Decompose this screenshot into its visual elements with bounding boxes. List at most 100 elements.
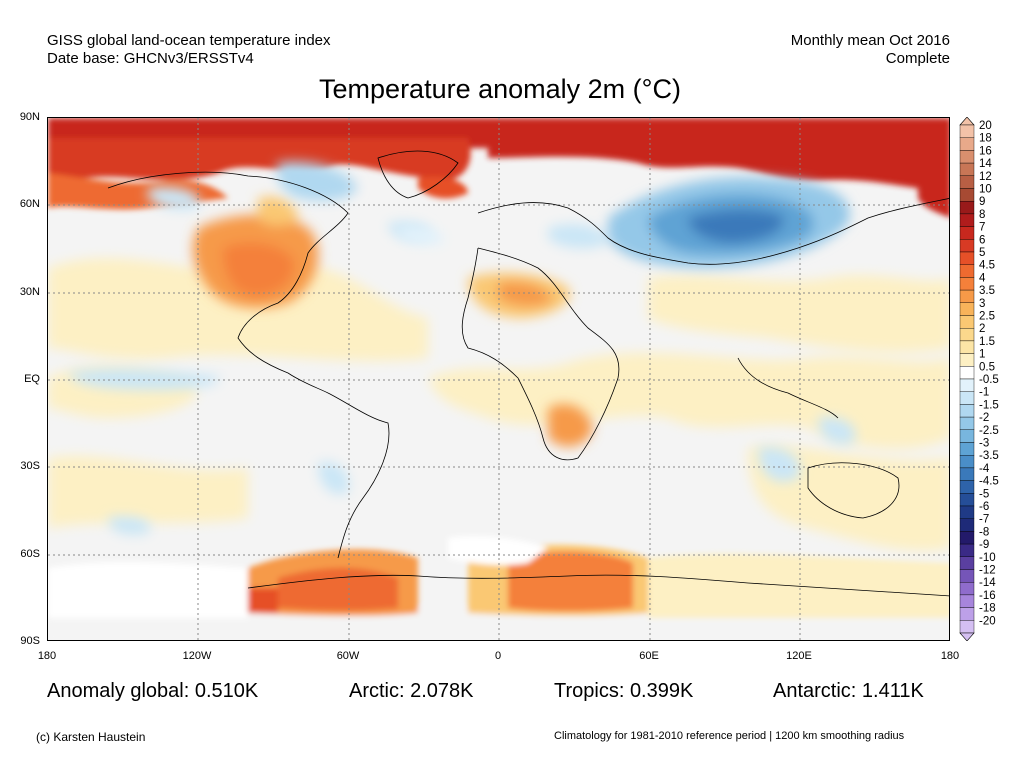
colorbar-swatch xyxy=(959,582,975,596)
colorbar-swatch xyxy=(959,315,975,329)
colorbar-label: -3 xyxy=(979,438,989,450)
colorbar-swatch xyxy=(959,327,975,342)
colorbar-swatch xyxy=(959,505,975,519)
colorbar-label: 6 xyxy=(979,234,985,246)
colorbar-swatch xyxy=(959,124,975,138)
colorbar-swatch xyxy=(959,277,975,291)
colorbar-label: 9 xyxy=(979,196,985,208)
colorbar-label: 2.5 xyxy=(979,311,995,323)
canada-cool xyxy=(148,161,431,240)
lon-tick-180e: 180 xyxy=(940,650,960,662)
siberia-cold xyxy=(548,177,850,268)
completeness-label: Complete xyxy=(885,50,950,67)
map-panel xyxy=(47,117,950,641)
colorbar-label: 3 xyxy=(979,298,985,310)
colorbar-label: 12 xyxy=(979,171,992,183)
colorbar-label: -4.5 xyxy=(979,476,999,488)
lat-tick-eq: EQ xyxy=(24,373,40,385)
colorbar-label: -9 xyxy=(979,539,989,551)
lat-tick-60s: 60S xyxy=(20,548,40,560)
colorbar-swatch xyxy=(959,531,975,545)
colorbar-label: -7 xyxy=(979,514,989,526)
cool-spots xyxy=(68,226,856,535)
map-title: Temperature anomaly 2m (°C) xyxy=(319,74,681,104)
colorbar-swatch xyxy=(959,404,975,418)
colorbar-label: -1.5 xyxy=(979,399,999,411)
colorbar-label: 2 xyxy=(979,323,985,335)
colorbar-label: -4 xyxy=(979,463,990,475)
colorbar-label: 1 xyxy=(979,349,985,361)
colorbar-label: -5 xyxy=(979,488,989,500)
colorbar-swatch xyxy=(959,162,975,176)
colorbar-swatch xyxy=(959,442,975,456)
credit-label: (c) Karsten Haustein xyxy=(36,730,146,744)
colorbar-swatch xyxy=(959,594,975,608)
colorbar-label: 7 xyxy=(979,222,985,234)
lon-tick-120e: 120E xyxy=(786,650,812,662)
colorbar-swatch xyxy=(959,569,975,583)
colorbar-label: -20 xyxy=(979,615,996,627)
colorbar-swatch xyxy=(959,366,975,380)
method-note: Climatology for 1981-2010 reference peri… xyxy=(554,730,905,742)
colorbar-label: 4.5 xyxy=(979,260,995,272)
lon-tick-120w: 120W xyxy=(182,650,212,662)
colorbar-swatch xyxy=(959,226,975,240)
database-label: Date base: GHCNv3/ERSSTv4 xyxy=(47,50,254,67)
colorbar-swatch xyxy=(959,137,975,151)
dataset-title: GISS global land-ocean temperature index xyxy=(47,32,331,49)
colorbar: 201816141210987654.543.532.521.510.5-0.5… xyxy=(959,117,999,641)
coastlines xyxy=(107,150,949,597)
colorbar-label: -12 xyxy=(979,565,996,577)
colorbar-label: -8 xyxy=(979,526,989,538)
colorbar-label: -16 xyxy=(979,590,996,602)
stat-antarctic: Antarctic: 1.411K xyxy=(773,680,924,702)
colorbar-swatch xyxy=(959,175,975,189)
colorbar-label: 4 xyxy=(979,272,986,284)
colorbar-label: 16 xyxy=(979,145,992,157)
lat-tick-90s: 90S xyxy=(20,635,40,647)
colorbar-label: 3.5 xyxy=(979,285,995,297)
colorbar-top-arrow xyxy=(959,117,975,126)
stat-tropics: Tropics: 0.399K xyxy=(554,680,694,702)
colorbar-swatch xyxy=(959,264,975,278)
sahara-warm xyxy=(468,272,593,447)
colorbar-swatch xyxy=(959,455,975,469)
colorbar-swatch xyxy=(959,416,975,431)
lon-tick-0: 0 xyxy=(494,650,502,662)
colorbar-label: -2 xyxy=(979,412,989,424)
colorbar-swatch xyxy=(959,480,975,494)
lon-tick-60e: 60E xyxy=(639,650,659,662)
colorbar-swatch xyxy=(959,353,975,367)
colorbar-swatch xyxy=(959,607,975,621)
colorbar-label: 1.5 xyxy=(979,336,995,348)
colorbar-label: -1 xyxy=(979,387,989,399)
colorbar-swatch xyxy=(959,251,975,265)
stat-global: Anomaly global: 0.510K xyxy=(47,680,259,702)
colorbar-label: -6 xyxy=(979,501,989,513)
colorbar-label: 5 xyxy=(979,247,985,259)
colorbar-swatch xyxy=(959,213,975,227)
colorbar-swatch xyxy=(959,493,975,507)
colorbar-label: -14 xyxy=(979,577,996,589)
colorbar-swatch xyxy=(959,289,975,304)
colorbar-swatch xyxy=(959,239,975,253)
header-right: Monthly mean Oct 2016 Complete xyxy=(791,32,950,68)
colorbar-swatch xyxy=(959,467,975,481)
anomaly-map xyxy=(48,118,949,640)
colorbar-swatch xyxy=(959,200,975,215)
colorbar-swatch xyxy=(959,302,975,316)
colorbar-swatch xyxy=(959,556,975,570)
gridlines xyxy=(48,118,949,640)
colorbar-swatch xyxy=(959,518,975,532)
lon-tick-60w: 60W xyxy=(336,650,360,662)
colorbar-label: -18 xyxy=(979,603,996,615)
stat-arctic: Arctic: 2.078K xyxy=(349,680,474,702)
colorbar-swatch xyxy=(959,188,975,202)
period-label: Monthly mean Oct 2016 xyxy=(790,32,950,49)
colorbar-label: -3.5 xyxy=(979,450,999,462)
lat-tick-30s: 30S xyxy=(20,460,40,472)
colorbar-label: -2.5 xyxy=(979,425,999,437)
north-america-warm xyxy=(192,196,319,308)
colorbar-label: 18 xyxy=(979,133,992,145)
lat-tick-60n: 60N xyxy=(19,198,40,210)
